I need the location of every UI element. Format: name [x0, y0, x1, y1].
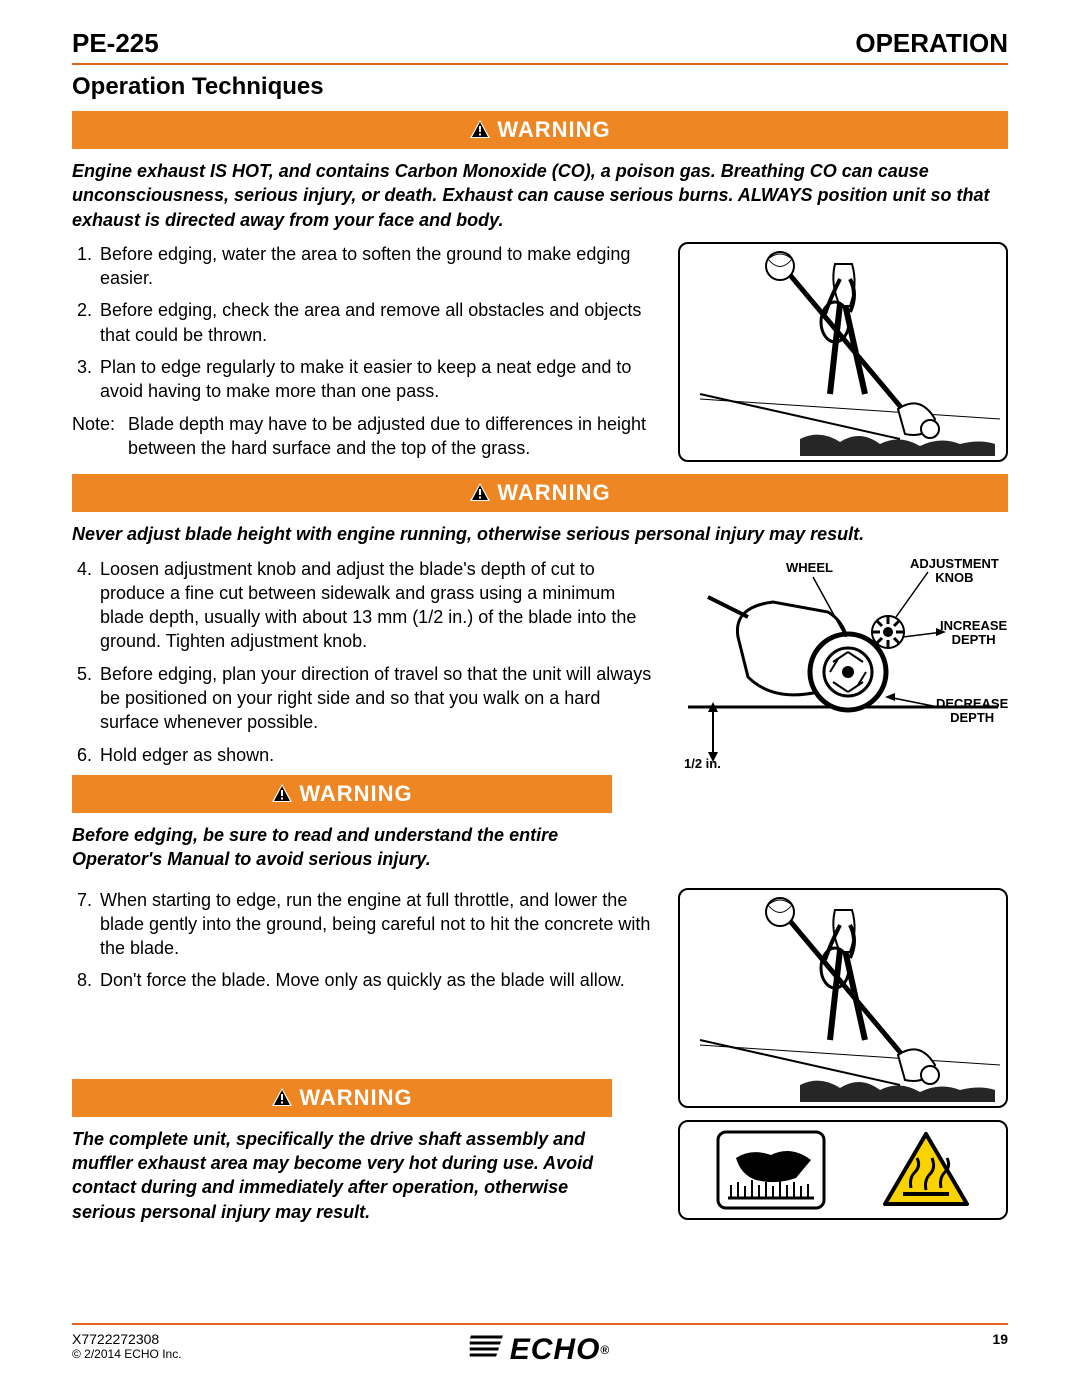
- warning-3-text: Before edging, be sure to read and under…: [72, 823, 612, 872]
- note: Note: Blade depth may have to be adjuste…: [72, 412, 660, 461]
- step-num: 8.: [72, 968, 100, 992]
- step-num: 4.: [72, 557, 100, 654]
- step-text: Loosen adjustment knob and adjust the bl…: [100, 557, 660, 654]
- step-num: 1.: [72, 242, 100, 291]
- figure-hazard-icons: [678, 1120, 1008, 1220]
- page-subtitle: Operation Techniques: [72, 73, 1008, 101]
- step-num: 5.: [72, 662, 100, 735]
- copyright: © 2/2014 ECHO Inc.: [72, 1347, 182, 1361]
- section-name: OPERATION: [855, 28, 1008, 59]
- logo-text: ECHO: [510, 1333, 601, 1367]
- step-text: Before edging, water the area to soften …: [100, 242, 660, 291]
- warning-bar-3: WARNING: [72, 775, 612, 813]
- page-header: PE-225 OPERATION: [72, 28, 1008, 65]
- logo-stripes-icon: [470, 1333, 506, 1367]
- warning-label: WARNING: [497, 480, 610, 505]
- step-text: Plan to edge regularly to make it easier…: [100, 355, 660, 404]
- steps-list-b: 4.Loosen adjustment knob and adjust the …: [72, 557, 660, 767]
- figure-person-edging-1: [678, 242, 1008, 462]
- step-num: 7.: [72, 888, 100, 961]
- warning-triangle-icon: [271, 1087, 293, 1107]
- warning-bar-4: WARNING: [72, 1079, 612, 1117]
- warning-triangle-icon: [469, 482, 491, 502]
- warning-bar-2: WARNING: [72, 474, 1008, 512]
- step-num: 3.: [72, 355, 100, 404]
- label-adjustment-knob: ADJUSTMENT KNOB: [910, 557, 999, 586]
- steps-list-c: 7.When starting to edge, run the engine …: [72, 888, 660, 993]
- step-num: 6.: [72, 743, 100, 767]
- warning-2-text: Never adjust blade height with engine ru…: [72, 522, 1008, 546]
- hot-surface-triangle-icon: [881, 1130, 971, 1210]
- part-number: X7722272308: [72, 1331, 182, 1347]
- warning-label: WARNING: [497, 117, 610, 142]
- note-text: Blade depth may have to be adjusted due …: [128, 412, 660, 461]
- warning-bar-1: WARNING: [72, 111, 1008, 149]
- step-text: Hold edger as shown.: [100, 743, 660, 767]
- warning-label: WARNING: [299, 1085, 412, 1110]
- warning-4-text: The complete unit, specifically the driv…: [72, 1127, 612, 1224]
- warning-triangle-icon: [271, 783, 293, 803]
- step-text: Before edging, check the area and remove…: [100, 298, 660, 347]
- step-text: When starting to edge, run the engine at…: [100, 888, 660, 961]
- model-number: PE-225: [72, 28, 159, 59]
- label-increase-depth: INCREASE DEPTH: [940, 619, 1007, 648]
- warning-label: WARNING: [299, 781, 412, 806]
- page-number: 19: [992, 1331, 1008, 1347]
- figure-adjustment-knob: WHEEL ADJUSTMENT KNOB INCREASE DEPTH DEC…: [678, 557, 1008, 777]
- step-text: Don't force the blade. Move only as quic…: [100, 968, 660, 992]
- label-wheel: WHEEL: [786, 561, 833, 575]
- echo-logo: ECHO®: [470, 1333, 611, 1367]
- step-text: Before edging, plan your direction of tr…: [100, 662, 660, 735]
- label-decrease-depth: DECREASE DEPTH: [936, 697, 1008, 726]
- label-half-inch: 1/2 in.: [684, 757, 721, 771]
- note-label: Note:: [72, 412, 128, 461]
- hot-surface-hand-icon: [716, 1130, 826, 1210]
- warning-1-text: Engine exhaust IS HOT, and contains Carb…: [72, 159, 1008, 232]
- steps-list-a: 1.Before edging, water the area to softe…: [72, 242, 660, 404]
- figure-person-edging-2: [678, 888, 1008, 1108]
- warning-triangle-icon: [469, 119, 491, 139]
- step-num: 2.: [72, 298, 100, 347]
